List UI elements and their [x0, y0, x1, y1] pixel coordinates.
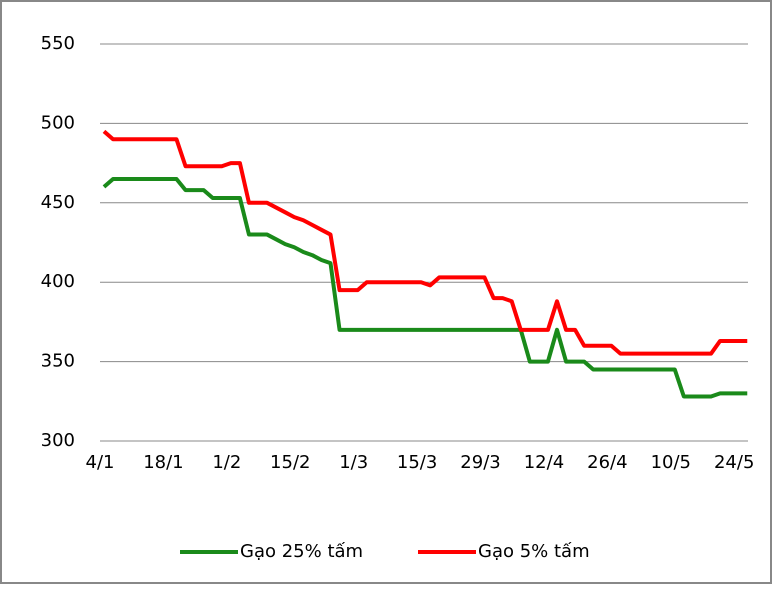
x-tick-label: 29/3: [460, 452, 500, 473]
legend-label: Gạo 5% tấm: [478, 541, 590, 562]
x-tick-label: 10/5: [651, 452, 691, 473]
series-line: [102, 176, 748, 399]
x-tick-label: 1/2: [212, 452, 241, 473]
x-tick-label: 18/1: [143, 452, 183, 473]
x-tick-label: 15/3: [397, 452, 437, 473]
y-tick-label: 350: [41, 351, 75, 372]
y-tick-label: 400: [41, 271, 75, 292]
x-tick-label: 24/5: [714, 452, 754, 473]
series-line: [102, 129, 748, 356]
x-tick-label: 12/4: [524, 452, 564, 473]
x-tick-label: 4/1: [86, 452, 115, 473]
y-tick-label: 450: [41, 192, 75, 213]
y-tick-label: 500: [41, 112, 75, 133]
legend-label: Gạo 25% tấm: [240, 541, 363, 562]
y-tick-label: 550: [41, 33, 75, 54]
x-tick-label: 26/4: [587, 452, 627, 473]
x-tick-label: 15/2: [270, 452, 310, 473]
y-tick-label: 300: [41, 430, 75, 451]
x-tick-label: 1/3: [339, 452, 368, 473]
